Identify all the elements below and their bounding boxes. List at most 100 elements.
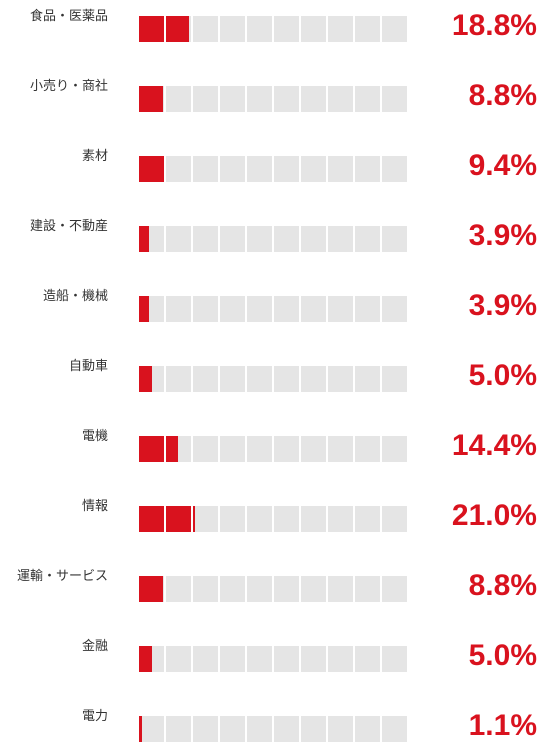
segment-gap	[272, 576, 274, 602]
bar-segment	[301, 576, 326, 602]
segment-gap	[326, 156, 328, 182]
bar-segment	[166, 86, 191, 112]
bar-track	[139, 156, 407, 182]
segment-gap	[164, 156, 166, 182]
bar-segment	[328, 156, 353, 182]
value-label: 3.9%	[468, 289, 537, 322]
segment-gap	[191, 86, 193, 112]
bar-segment	[166, 156, 191, 182]
bar-segment	[382, 86, 407, 112]
chart-row: 食品・医薬品 18.8%	[0, 8, 551, 48]
segment-gap	[245, 156, 247, 182]
segment-gap	[380, 86, 382, 112]
category-label: 自動車	[68, 359, 108, 374]
bar-segment	[166, 296, 191, 322]
segment-gap	[164, 16, 166, 42]
bar-segment	[355, 506, 380, 532]
segment-gap	[380, 506, 382, 532]
bar-segment	[220, 226, 245, 252]
segment-gap	[191, 576, 193, 602]
segment-gap	[380, 296, 382, 322]
value-label: 3.9%	[468, 219, 537, 252]
bar-track	[139, 366, 407, 392]
segment-gap	[245, 436, 247, 462]
bar-fill	[139, 646, 153, 672]
value-label: 5.0%	[468, 639, 537, 672]
bar-segment	[328, 366, 353, 392]
bar-fill	[139, 156, 165, 182]
segment-gap	[353, 86, 355, 112]
bar-track	[139, 86, 407, 112]
bar-segment	[274, 366, 299, 392]
segment-gap	[380, 156, 382, 182]
segment-gap	[299, 716, 301, 742]
segment-gap	[326, 716, 328, 742]
bar-track	[139, 716, 407, 742]
bar-segment	[274, 716, 299, 742]
segment-gap	[380, 576, 382, 602]
segment-gap	[353, 506, 355, 532]
bar-segment	[328, 226, 353, 252]
segment-gap	[326, 296, 328, 322]
bar-segment	[247, 506, 272, 532]
segment-gap	[353, 646, 355, 672]
segment-gap	[218, 436, 220, 462]
value-label: 1.1%	[468, 709, 537, 742]
bar-segment	[355, 716, 380, 742]
bar-segment	[382, 506, 407, 532]
bar-segment	[382, 16, 407, 42]
segment-gap	[218, 16, 220, 42]
segment-gap	[326, 436, 328, 462]
bar-segment	[193, 646, 218, 672]
bar-segment	[220, 576, 245, 602]
segment-gap	[353, 366, 355, 392]
bar-segment	[328, 716, 353, 742]
segment-gap	[191, 226, 193, 252]
chart-row: 運輸・サービス 8.8%	[0, 568, 551, 608]
bar-segment	[193, 86, 218, 112]
bar-segment	[166, 716, 191, 742]
bar-segment	[247, 16, 272, 42]
value-label: 21.0%	[451, 499, 537, 532]
bar-segment	[301, 646, 326, 672]
bar-segment	[166, 226, 191, 252]
bar-segment	[328, 646, 353, 672]
bar-segment	[274, 86, 299, 112]
segment-gap	[380, 16, 382, 42]
segment-gap	[272, 646, 274, 672]
segment-gap	[299, 646, 301, 672]
segment-gap	[272, 716, 274, 742]
segment-gap	[326, 86, 328, 112]
bar-segment	[274, 436, 299, 462]
bar-segment	[193, 506, 218, 532]
segment-gap	[380, 436, 382, 462]
segment-gap	[191, 506, 193, 532]
bar-segment	[166, 366, 191, 392]
bar-track	[139, 226, 407, 252]
segment-gap	[218, 506, 220, 532]
bar-segment	[355, 226, 380, 252]
segment-gap	[353, 226, 355, 252]
bar-segment	[382, 646, 407, 672]
bar-segment	[328, 16, 353, 42]
segment-gap	[218, 156, 220, 182]
segment-gap	[299, 296, 301, 322]
category-label: 建設・不動産	[29, 219, 108, 234]
segment-gap	[218, 366, 220, 392]
category-label: 金融	[81, 639, 108, 654]
bar-fill	[139, 436, 178, 462]
bar-segment	[247, 646, 272, 672]
bar-track	[139, 506, 407, 532]
value-label: 9.4%	[468, 149, 537, 182]
bar-segment	[382, 366, 407, 392]
segment-gap	[326, 576, 328, 602]
value-label: 8.8%	[468, 569, 537, 602]
segment-gap	[164, 646, 166, 672]
bar-segment	[301, 156, 326, 182]
bar-segment	[301, 436, 326, 462]
bar-segment	[274, 156, 299, 182]
bar-segment	[220, 16, 245, 42]
segment-gap	[218, 646, 220, 672]
bar-fill	[139, 366, 153, 392]
